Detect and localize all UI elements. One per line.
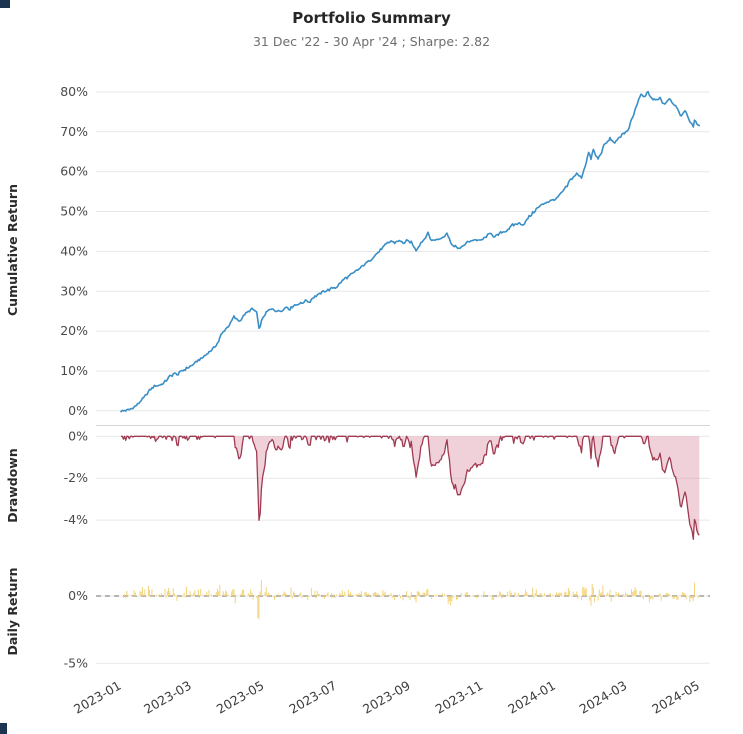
svg-text:20%: 20% — [60, 323, 88, 338]
svg-text:0%: 0% — [68, 588, 88, 603]
svg-text:50%: 50% — [60, 204, 88, 219]
svg-text:-5%: -5% — [64, 655, 88, 670]
svg-text:Drawdown: Drawdown — [5, 448, 20, 523]
svg-text:Daily Return: Daily Return — [5, 568, 20, 656]
svg-text:60%: 60% — [60, 164, 88, 179]
svg-text:2023-01: 2023-01 — [71, 678, 124, 717]
chart-title: Portfolio Summary — [292, 9, 451, 27]
svg-text:0%: 0% — [68, 403, 88, 418]
svg-text:-2%: -2% — [64, 470, 88, 485]
svg-text:40%: 40% — [60, 243, 88, 258]
svg-text:2023-05: 2023-05 — [214, 678, 267, 717]
screenshot-edge-artifact-top-left — [0, 0, 10, 8]
svg-text:2023-11: 2023-11 — [433, 678, 486, 717]
svg-text:Cumulative Return: Cumulative Return — [5, 184, 20, 316]
svg-text:2023-09: 2023-09 — [360, 678, 413, 717]
svg-text:2023-07: 2023-07 — [286, 678, 339, 717]
svg-text:2023-03: 2023-03 — [141, 678, 194, 717]
svg-text:10%: 10% — [60, 363, 88, 378]
svg-text:30%: 30% — [60, 283, 88, 298]
svg-text:80%: 80% — [60, 84, 88, 99]
svg-text:70%: 70% — [60, 124, 88, 139]
svg-text:2024-01: 2024-01 — [505, 678, 558, 717]
svg-text:0%: 0% — [68, 428, 88, 443]
screenshot-edge-artifact-bottom-left — [0, 723, 7, 734]
svg-text:-4%: -4% — [64, 512, 88, 527]
chart-subtitle: 31 Dec '22 - 30 Apr '24 ; Sharpe: 2.82 — [252, 34, 491, 49]
svg-text:2024-05: 2024-05 — [649, 678, 702, 717]
svg-text:2024-03: 2024-03 — [577, 678, 630, 717]
